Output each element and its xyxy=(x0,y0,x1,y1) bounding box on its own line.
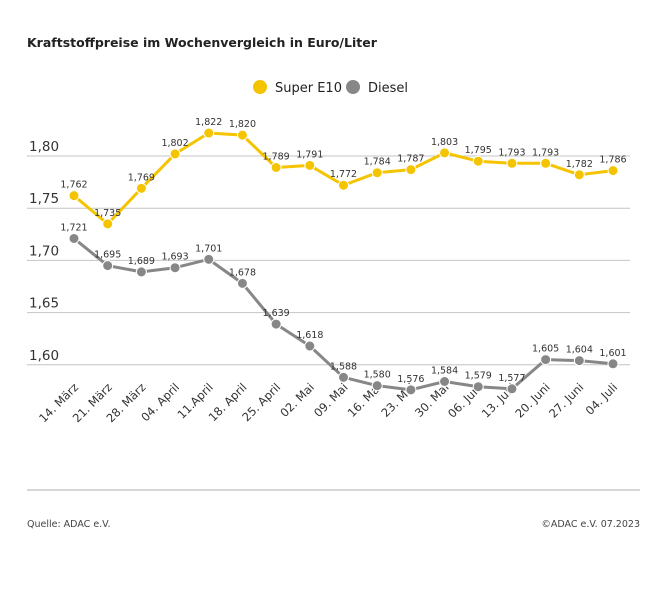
data-point-diesel xyxy=(236,277,248,289)
data-label-diesel: 1,604 xyxy=(566,345,593,356)
data-label-diesel: 1,701 xyxy=(195,243,222,254)
data-label-diesel: 1,601 xyxy=(599,348,626,359)
series-super-e10: 1,762 1,735 1,769 1,802 1,822 1,820 1,789 1,791… xyxy=(60,117,627,230)
y-tick-label: 1,65 xyxy=(29,296,59,312)
data-label-diesel: 1,588 xyxy=(330,361,357,372)
data-label-diesel: 1,618 xyxy=(296,330,323,341)
data-point-super-e10 xyxy=(135,182,147,194)
data-point-super-e10 xyxy=(540,157,552,169)
data-label-diesel: 1,576 xyxy=(397,374,424,385)
data-point-diesel xyxy=(607,358,619,370)
data-label-diesel: 1,693 xyxy=(161,252,188,263)
data-label-super-e10: 1,793 xyxy=(498,147,525,158)
data-point-super-e10 xyxy=(304,159,316,171)
data-label-super-e10: 1,803 xyxy=(431,137,458,148)
data-point-super-e10 xyxy=(236,129,248,141)
data-label-super-e10: 1,822 xyxy=(195,117,222,128)
source-note: Quelle: ADAC e.V. xyxy=(27,519,110,530)
data-point-super-e10 xyxy=(506,157,518,169)
data-point-super-e10 xyxy=(439,147,451,159)
data-point-diesel xyxy=(169,262,181,274)
data-label-diesel: 1,605 xyxy=(532,344,559,355)
x-tick-label: 27. Juni xyxy=(546,380,586,420)
data-label-super-e10: 1,787 xyxy=(397,154,424,165)
data-label-super-e10: 1,795 xyxy=(465,145,492,156)
data-point-diesel xyxy=(472,381,484,393)
y-tick-label: 1,60 xyxy=(29,348,59,364)
legend-label-super-e10: Super E10 xyxy=(275,81,342,96)
data-point-diesel xyxy=(338,371,349,383)
legend: Super E10 Diesel xyxy=(253,80,408,96)
data-label-super-e10: 1,791 xyxy=(296,149,323,160)
legend-label-diesel: Diesel xyxy=(368,81,408,96)
x-tick-label: 09. Mai xyxy=(311,380,351,420)
data-point-super-e10 xyxy=(405,164,417,176)
x-tick-label: 04. Juli xyxy=(583,380,620,417)
data-point-diesel xyxy=(270,318,282,330)
data-point-super-e10 xyxy=(472,155,484,167)
data-label-super-e10: 1,802 xyxy=(161,138,188,149)
x-tick-label: 20. Juni xyxy=(512,380,552,420)
data-label-diesel: 1,689 xyxy=(128,256,155,267)
data-label-diesel: 1,579 xyxy=(465,371,492,382)
data-label-super-e10: 1,762 xyxy=(60,180,87,191)
data-point-super-e10 xyxy=(607,165,619,177)
data-point-diesel xyxy=(304,340,316,352)
data-point-diesel xyxy=(540,354,552,366)
data-point-diesel xyxy=(371,380,383,392)
data-point-diesel xyxy=(135,266,147,278)
data-point-super-e10 xyxy=(270,161,282,173)
x-tick-label: 02. Mai xyxy=(277,380,317,420)
data-label-super-e10: 1,784 xyxy=(364,157,391,168)
data-point-super-e10 xyxy=(169,148,181,160)
y-tick-label: 1,75 xyxy=(29,191,59,207)
data-label-diesel: 1,695 xyxy=(94,250,121,261)
data-label-super-e10: 1,820 xyxy=(229,119,256,130)
data-label-diesel: 1,721 xyxy=(60,222,87,233)
y-tick-label: 1,70 xyxy=(29,243,59,259)
legend-marker-super-e10 xyxy=(253,80,267,94)
data-label-diesel: 1,577 xyxy=(498,373,525,384)
data-point-super-e10 xyxy=(203,127,215,139)
data-point-super-e10 xyxy=(102,218,114,230)
data-point-diesel xyxy=(68,232,80,244)
data-label-diesel: 1,639 xyxy=(263,308,290,319)
data-label-diesel: 1,678 xyxy=(229,267,256,278)
data-label-super-e10: 1,772 xyxy=(330,169,357,180)
data-label-diesel: 1,584 xyxy=(431,366,458,377)
data-label-super-e10: 1,793 xyxy=(532,147,559,158)
data-label-super-e10: 1,782 xyxy=(566,159,593,170)
data-label-super-e10: 1,735 xyxy=(94,208,121,219)
data-point-diesel xyxy=(102,260,114,272)
data-point-super-e10 xyxy=(338,179,349,191)
data-point-diesel xyxy=(506,383,518,395)
data-label-super-e10: 1,769 xyxy=(128,172,155,183)
chart-title: Kraftstoffpreise im Wochenvergleich in E… xyxy=(27,35,378,50)
data-point-super-e10 xyxy=(371,167,383,179)
data-label-super-e10: 1,786 xyxy=(599,155,626,166)
series-diesel: 1,721 1,695 1,689 1,693 1,701 1,678 1,639 1,618… xyxy=(60,222,627,396)
data-point-super-e10 xyxy=(68,190,80,202)
data-point-diesel xyxy=(573,355,585,367)
data-point-diesel xyxy=(405,384,417,396)
data-point-diesel xyxy=(439,376,451,388)
data-point-super-e10 xyxy=(573,169,585,181)
legend-marker-diesel xyxy=(346,80,360,94)
copyright-note: ©ADAC e.V. 07.2023 xyxy=(541,519,640,530)
series: 1,762 1,735 1,769 1,802 1,822 1,820 1,789 1,791… xyxy=(60,117,627,396)
data-label-diesel: 1,580 xyxy=(364,370,391,381)
data-point-diesel xyxy=(203,253,215,265)
data-label-super-e10: 1,789 xyxy=(263,151,290,162)
y-tick-label: 1,80 xyxy=(29,139,59,155)
